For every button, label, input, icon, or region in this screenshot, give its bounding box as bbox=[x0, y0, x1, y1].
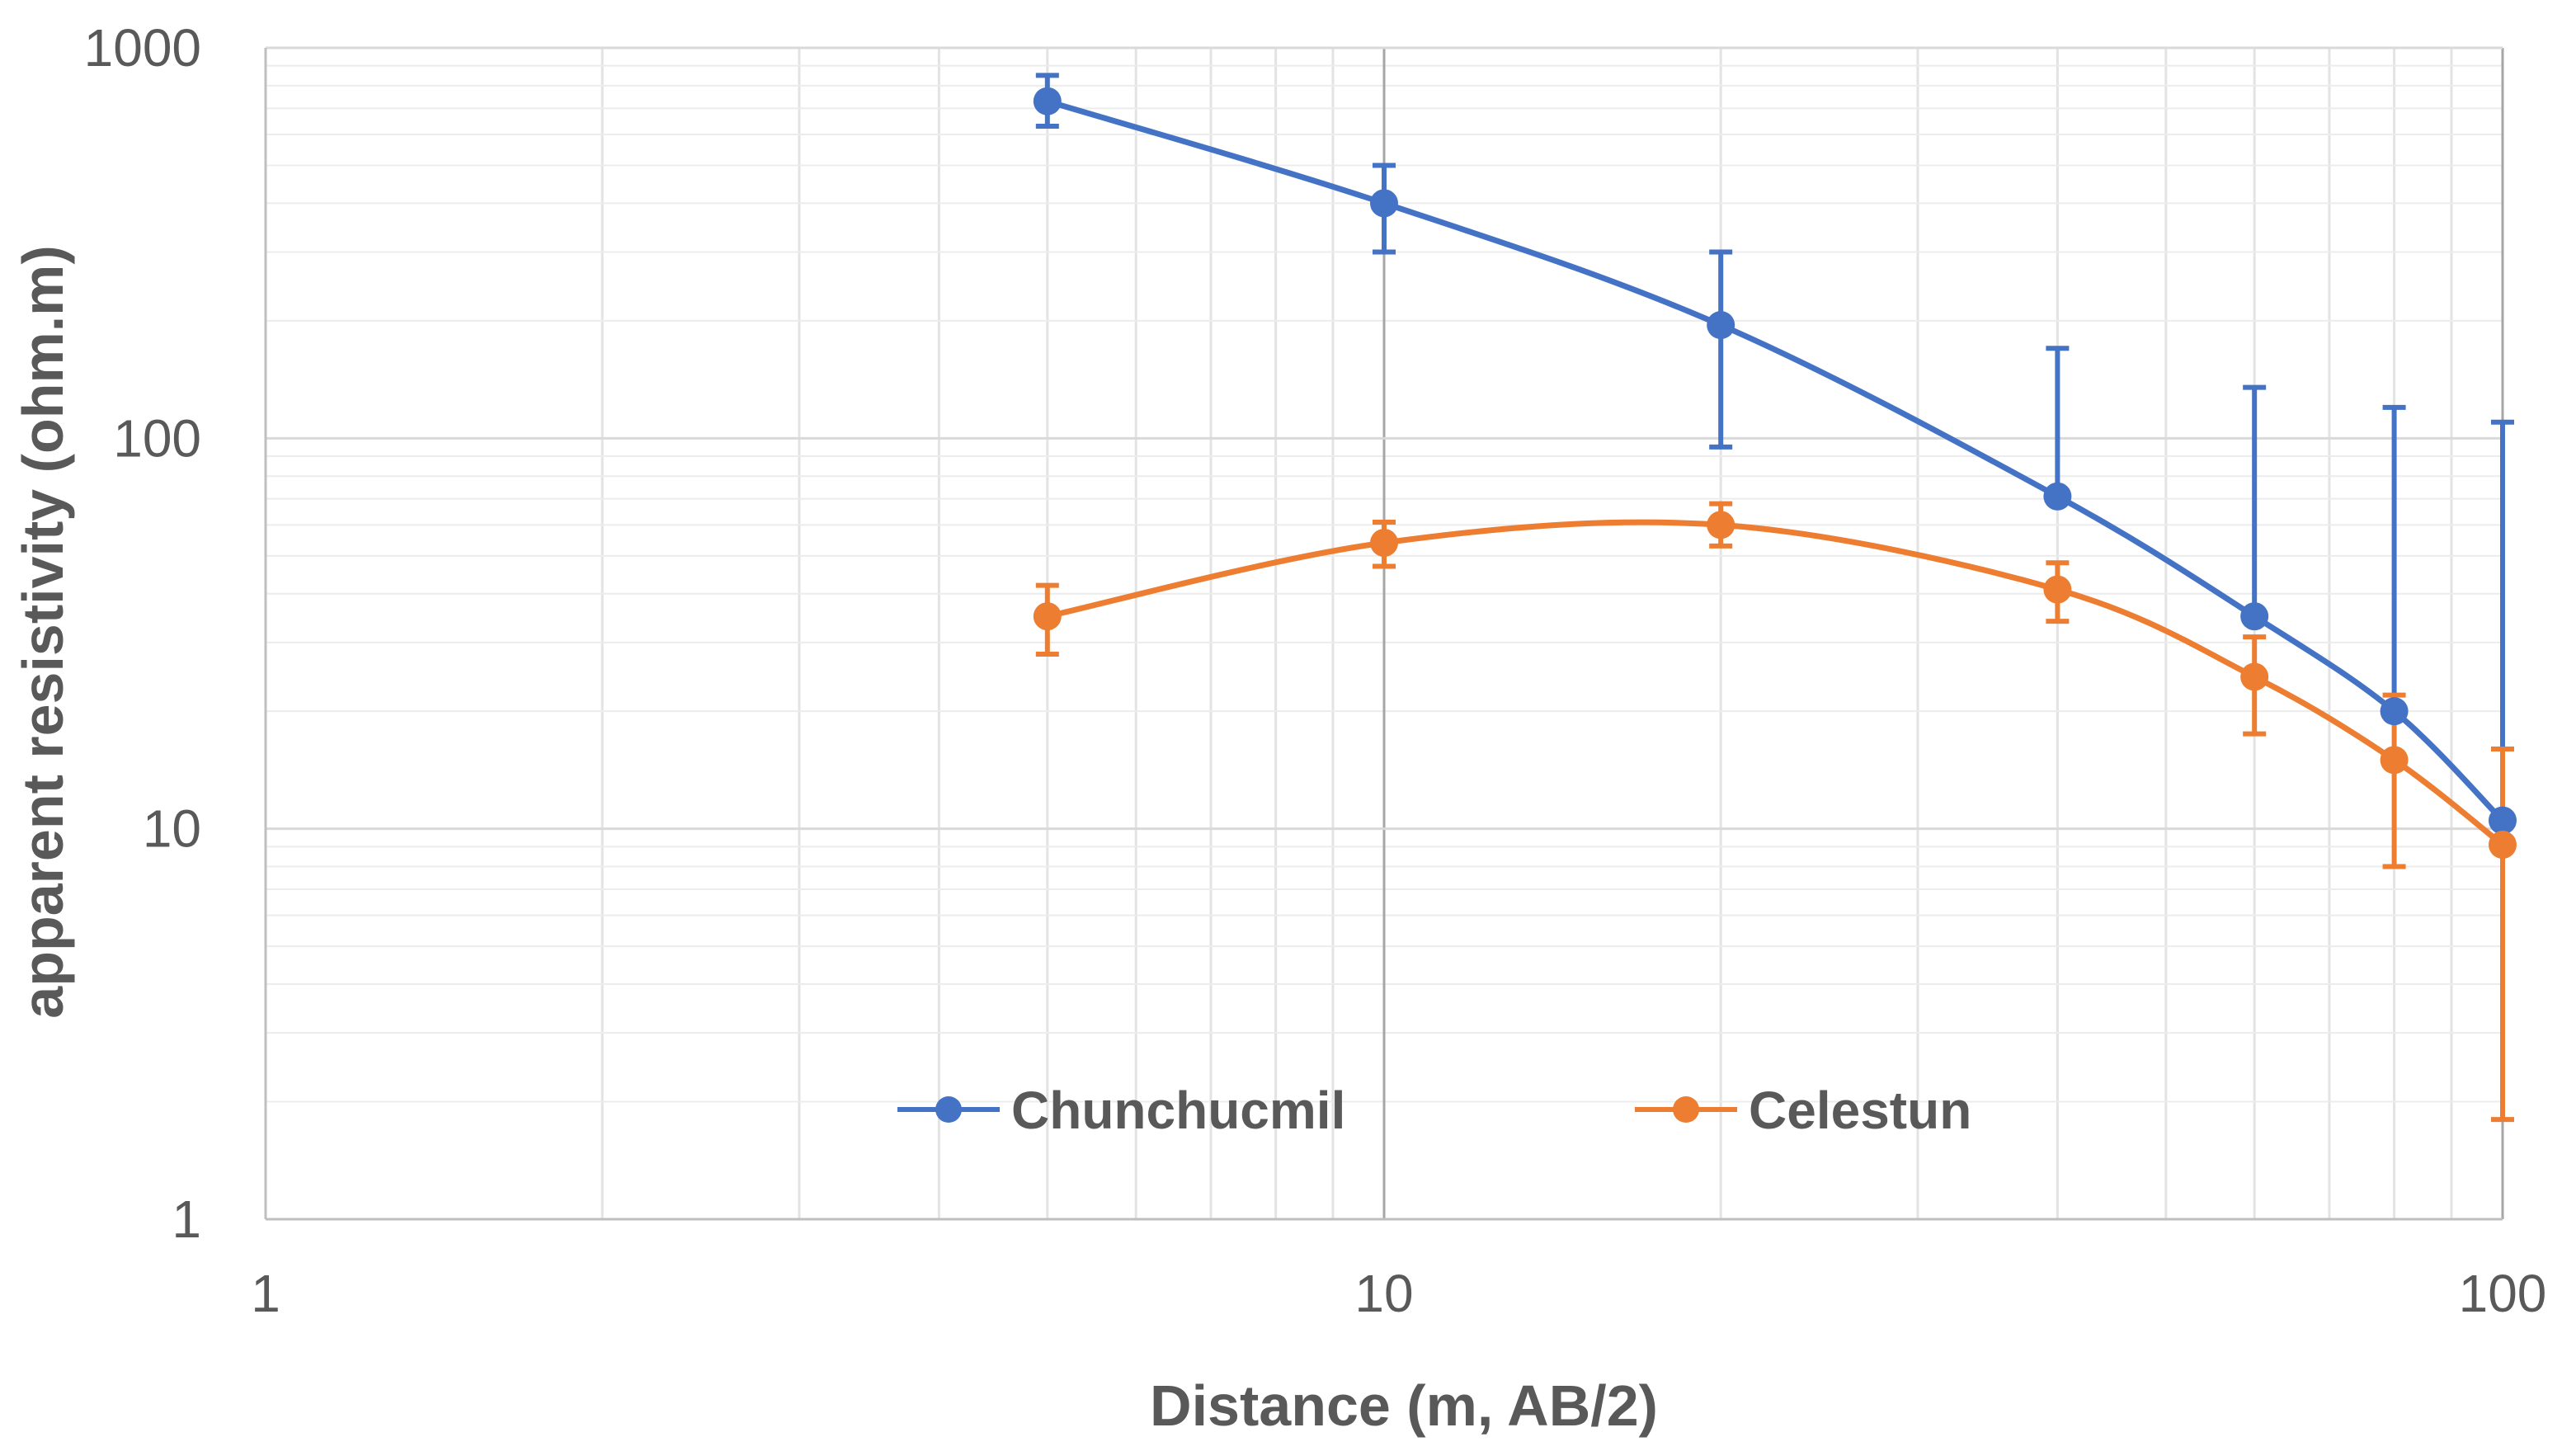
data-point-celestun bbox=[1370, 529, 1398, 558]
data-point-chunchucmil bbox=[2043, 482, 2072, 511]
x-tick-label: 1 bbox=[251, 1264, 280, 1323]
data-point-chunchucmil bbox=[2489, 806, 2517, 835]
data-point-chunchucmil bbox=[2240, 602, 2269, 631]
data-point-chunchucmil bbox=[1033, 87, 1062, 115]
y-tick-label: 1 bbox=[172, 1190, 201, 1249]
data-point-chunchucmil bbox=[1707, 311, 1735, 340]
y-tick-label: 100 bbox=[113, 408, 201, 468]
legend-item-celestun: Celestun bbox=[1635, 1081, 1971, 1140]
data-point-celestun bbox=[2380, 746, 2409, 775]
legend-label-celestun: Celestun bbox=[1749, 1081, 1971, 1140]
data-point-chunchucmil bbox=[2380, 697, 2409, 726]
x-tick-label: 10 bbox=[1354, 1264, 1413, 1323]
data-point-chunchucmil bbox=[1370, 189, 1398, 218]
x-axis-title: Distance (m, AB/2) bbox=[1150, 1373, 1658, 1438]
y-tick-label: 10 bbox=[143, 799, 201, 859]
data-point-celestun bbox=[2240, 662, 2269, 691]
error-bars bbox=[1035, 73, 2514, 1123]
data-point-celestun bbox=[1033, 602, 1062, 631]
tick-labels: 1 10 100 1 10 100 1000 bbox=[84, 18, 2547, 1323]
series-lines bbox=[1044, 98, 2506, 848]
x-tick-label: 100 bbox=[2459, 1264, 2547, 1323]
data-points bbox=[1033, 87, 2517, 860]
legend-label-chunchucmil: Chunchucmil bbox=[1011, 1081, 1345, 1140]
y-tick-label: 1000 bbox=[84, 18, 201, 78]
data-point-celestun bbox=[1707, 511, 1735, 539]
y-axis-title: apparent resistivity (ohm.m) bbox=[11, 245, 75, 1018]
data-point-celestun bbox=[2043, 575, 2072, 604]
data-point-celestun bbox=[2489, 831, 2517, 860]
series-line-chunchucmil bbox=[1044, 98, 2506, 824]
series-line-celestun bbox=[1044, 519, 2506, 848]
grid bbox=[266, 46, 2504, 1219]
axes bbox=[264, 48, 2503, 1221]
legend-item-chunchucmil: Chunchucmil bbox=[897, 1081, 1345, 1140]
legend-marker-chunchucmil bbox=[935, 1096, 962, 1123]
legend-marker-celestun bbox=[1673, 1096, 1699, 1123]
legend: Chunchucmil Celestun bbox=[897, 1081, 1971, 1140]
